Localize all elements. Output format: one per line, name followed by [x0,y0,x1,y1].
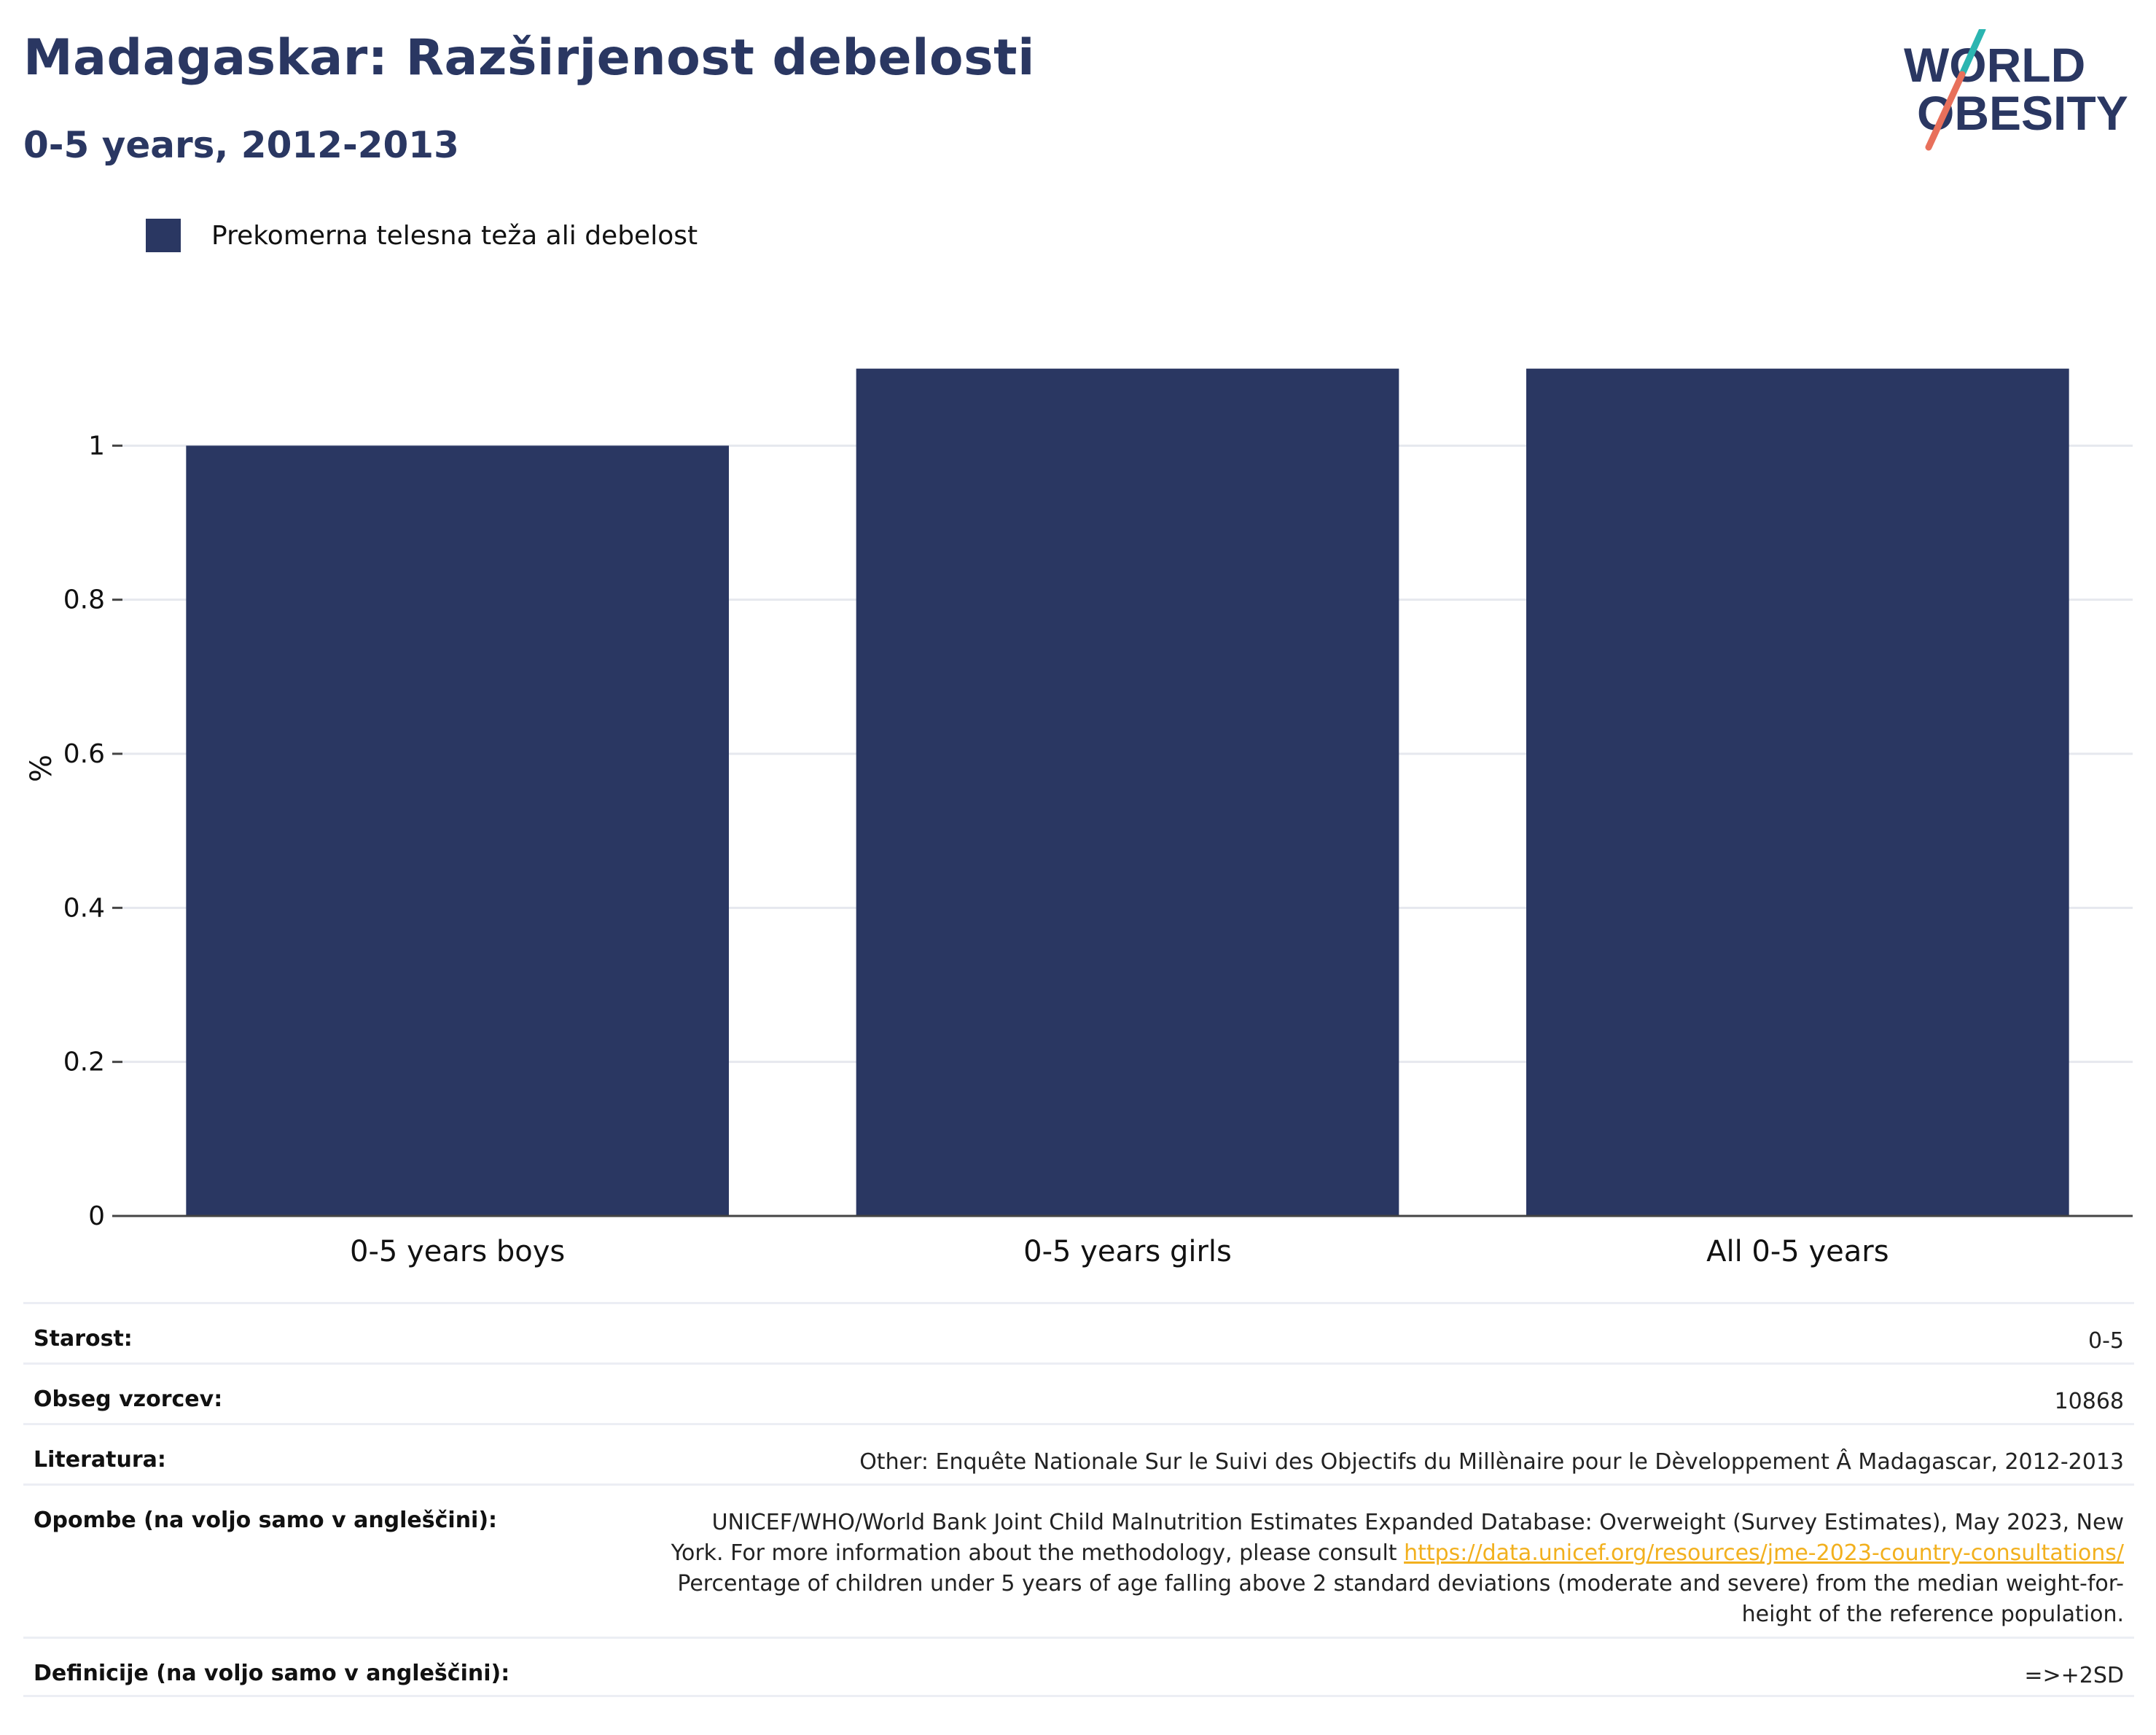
y-tick-label: 0.2 [63,1048,105,1077]
meta-lit-value: Other: Enquête Nationale Sur le Suivi de… [859,1449,2124,1475]
methodology-link[interactable]: https://data.unicef.org/resources/jme-20… [1404,1540,2124,1566]
y-tick-label: 0.8 [63,585,105,615]
y-axis-label: % [25,755,58,782]
meta-notes-value: UNICEF/WHO/World Bank Joint Child Malnut… [671,1508,2124,1630]
logo-slash-coral [1925,71,1966,151]
y-tick-label: 0 [88,1201,105,1231]
bar [1526,368,2069,1217]
metadata-table: Starost: 0-5 Obseg vzorcev: 10868 Litera… [23,1302,2134,1697]
meta-row-literature: Literatura: Other: Enquête Nationale Sur… [23,1423,2134,1483]
bar [856,368,1399,1217]
page-subtitle: 0-5 years, 2012-2013 [23,124,459,166]
legend-swatch [146,219,181,252]
meta-row-definitions: Definicije (na voljo samo v angleščini):… [23,1637,2134,1697]
meta-notes-line2-text: York. For more information about the met… [671,1540,1405,1566]
meta-notes-line2: York. For more information about the met… [671,1538,2124,1569]
meta-notes-line3: Percentage of children under 5 years of … [677,1571,2124,1596]
bar-chart: 0 0.2 0.4 0.6 0.8 1% 0-5 years boys 0-5 years g… [25,368,2133,1268]
logo-slash-teal [1958,29,1986,78]
meta-sample-value: 10868 [2054,1389,2124,1414]
x-tick-label: All 0-5 years [1706,1235,1889,1268]
bar [186,445,729,1217]
page-title: Madagaskar: Razširjenost debelosti [23,29,1035,87]
meta-notes-key: Opombe (na voljo samo v angleščini): [34,1508,498,1533]
logo-text-world: WORLD [1904,38,2085,92]
legend-label: Prekomerna telesna teža ali debelost [211,220,698,251]
y-tick-label: 0.4 [63,893,105,923]
y-tick-label: 1 [88,431,105,461]
x-tick-label: 0-5 years girls [1023,1235,1232,1268]
meta-age-key: Starost: [34,1326,133,1352]
y-tick-label: 0.6 [63,739,105,769]
meta-row-age: Starost: 0-5 [23,1302,2134,1362]
chart-legend[interactable]: Prekomerna telesna teža ali debelost [146,217,698,254]
meta-row-notes: Opombe (na voljo samo v angleščini): UNI… [23,1483,2134,1637]
meta-notes-line4: height of the reference population. [1741,1602,2124,1627]
world-obesity-logo: WORLD OBESITY [1904,29,2128,151]
meta-notes-line1: UNICEF/WHO/World Bank Joint Child Malnut… [711,1510,2124,1535]
meta-sample-key: Obseg vzorcev: [34,1387,223,1412]
meta-row-sample: Obseg vzorcev: 10868 [23,1362,2134,1423]
x-tick-label: 0-5 years boys [350,1235,565,1268]
meta-age-value: 0-5 [2088,1328,2124,1354]
meta-def-value: =>+2SD [2024,1663,2124,1688]
meta-lit-key: Literatura: [34,1447,166,1473]
meta-def-key: Definicije (na voljo samo v angleščini): [34,1661,510,1686]
